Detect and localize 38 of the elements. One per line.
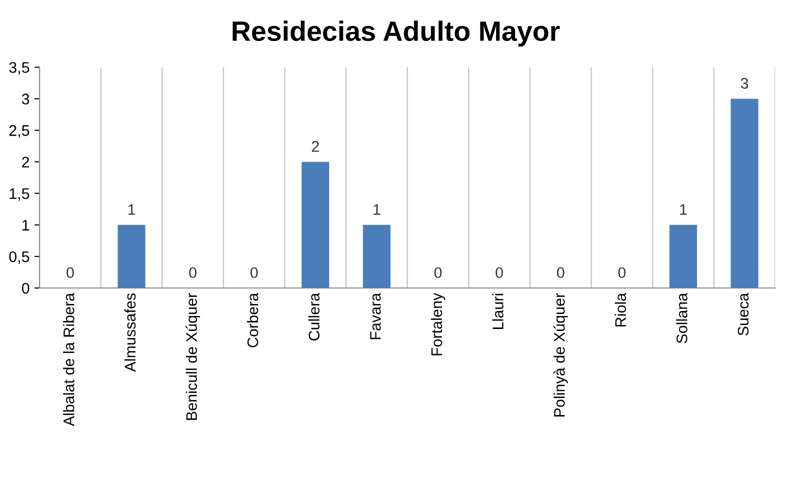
chart-title: Residecias Adulto Mayor <box>232 20 560 47</box>
x-tick-label: Favara <box>370 292 381 340</box>
data-label: 3 <box>740 78 748 89</box>
data-label: 0 <box>66 267 74 278</box>
data-label: 1 <box>128 204 136 215</box>
data-label: 0 <box>189 267 196 278</box>
y-tick-label: 1,5 <box>10 188 30 201</box>
bar <box>302 162 330 288</box>
y-tick-label: 2,5 <box>9 125 30 138</box>
y-tick-label: 0,5 <box>9 251 30 264</box>
x-tick-label: Benicull de Xúquer <box>186 293 200 420</box>
x-tick-label: Sollana <box>676 292 688 344</box>
y-tick-label: 0 <box>22 282 30 294</box>
data-label: 1 <box>374 204 380 215</box>
data-label: 0 <box>434 267 442 278</box>
x-tick-label: Sueca <box>738 292 749 336</box>
x-tick-label: Fortaleny <box>430 292 446 356</box>
data-label: 1 <box>680 204 687 215</box>
x-tick-label: Corbera <box>246 292 258 348</box>
y-tick-label: 2 <box>22 156 30 168</box>
x-tick-label: Llauri <box>492 294 504 329</box>
x-tick-label: Riola <box>614 292 626 326</box>
data-label: 0 <box>556 267 564 278</box>
y-tick-label: 3,5 <box>9 62 30 75</box>
bar <box>362 224 391 288</box>
x-tick-label: Cullera <box>308 292 320 340</box>
x-tick-label: Almussafes <box>124 293 136 372</box>
y-tick-label: 1 <box>22 220 30 230</box>
bar <box>730 98 758 288</box>
y-tick-label: 3 <box>22 94 30 104</box>
bar <box>118 224 146 288</box>
data-label: 2 <box>312 141 319 152</box>
bar <box>669 224 698 288</box>
data-label: 0 <box>250 267 258 278</box>
data-label: 0 <box>496 267 503 278</box>
x-tick-label: Albalat de la Ribera <box>63 292 74 426</box>
x-tick-label: Polinyà de Xúquer <box>553 293 568 416</box>
data-label: 0 <box>618 267 626 278</box>
